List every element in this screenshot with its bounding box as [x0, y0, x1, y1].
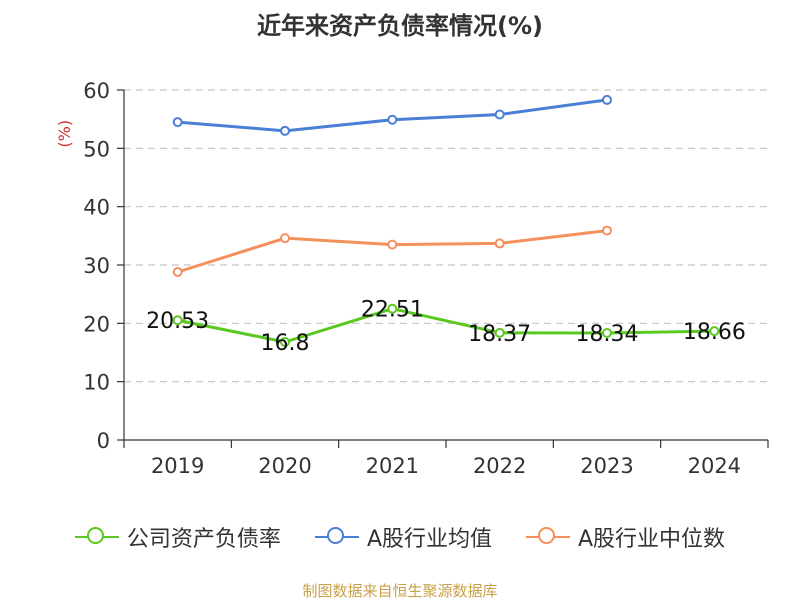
x-tick-label-2023: 2023 [580, 454, 633, 478]
series-point-1-2020 [280, 125, 290, 136]
data-label-2020: 16.8 [261, 331, 310, 356]
series-layer [172, 94, 720, 347]
series-point-0-2024 [709, 326, 720, 337]
data-label-2021: 22.51 [361, 298, 424, 323]
series-point-0-2021 [387, 303, 398, 314]
y-tick-label: 30 [83, 254, 110, 278]
legend-label: A股行业均值 [366, 527, 492, 552]
source-note: 制图数据来自恒生聚源数据库 [302, 582, 498, 600]
data-label-2023: 18.34 [576, 322, 639, 347]
y-tick-label: 40 [83, 196, 110, 220]
y-tick-label: 60 [83, 79, 110, 103]
x-tick-label-2022: 2022 [473, 454, 526, 478]
data-label-2022: 18.37 [468, 322, 531, 347]
series-point-1-2019 [172, 117, 183, 128]
x-tick-label-2024: 2024 [688, 454, 741, 478]
x-tick-label-2021: 2021 [366, 454, 419, 478]
series-point-0-2023 [602, 328, 612, 339]
series-point-2-2021 [387, 239, 398, 250]
data-label-2019: 20.53 [146, 309, 209, 334]
y-tick-label: 50 [83, 137, 110, 161]
series-point-2-2022 [494, 238, 505, 249]
label-layer: 20.53 16.8 22.51 18.37 18.34 18.66 [146, 298, 746, 356]
y-tick-label: 20 [83, 312, 110, 336]
legend-label: 公司资产负债率 [126, 527, 281, 552]
series-point-2-2023 [602, 225, 612, 236]
y-tick-label: 0 [97, 429, 110, 453]
legend-item-2[interactable]: A股行业中位数 [526, 521, 725, 553]
series-point-1-2022 [494, 109, 505, 120]
legend-item-1[interactable]: A股行业均值 [314, 521, 492, 553]
series-point-1-2021 [387, 114, 398, 125]
chart-title: 近年来资产负债率情况(%) [257, 12, 543, 40]
series-point-0-2019 [172, 315, 183, 326]
legend-item-0[interactable]: 公司资产负债率 [74, 521, 281, 553]
legend-swatch-icon [74, 526, 119, 548]
series-line-2 [177, 229, 608, 274]
series-point-1-2023 [602, 94, 612, 105]
grid-layer [124, 89, 768, 383]
series-point-2-2020 [280, 233, 290, 244]
series-point-0-2022 [494, 327, 505, 338]
chart-plot: 0 10 20 30 40 50 60 (%) 2019 2020 2021 2022 2023 2024… [55, 79, 769, 478]
series-point-2-2019 [172, 267, 183, 277]
x-tick-label-2020: 2020 [258, 454, 311, 478]
series-point-0-2020 [280, 337, 290, 347]
legend-swatch-icon [526, 526, 570, 548]
data-label-2024: 18.66 [683, 320, 746, 345]
series-line-0 [177, 307, 715, 344]
legend: 公司资产负债率 A股行业均值 A股行业中位数 [0, 520, 800, 554]
legend-label: A股行业中位数 [578, 527, 726, 552]
x-tick-label-2019: 2019 [151, 454, 204, 478]
legend-swatch-icon [314, 526, 359, 548]
axis-layer: 0 10 20 30 40 50 60 (%) 2019 2020 2021 2022 2023 2024 [55, 79, 769, 478]
y-axis-unit-label: (%) [55, 120, 74, 148]
y-tick-label: 10 [83, 371, 110, 395]
